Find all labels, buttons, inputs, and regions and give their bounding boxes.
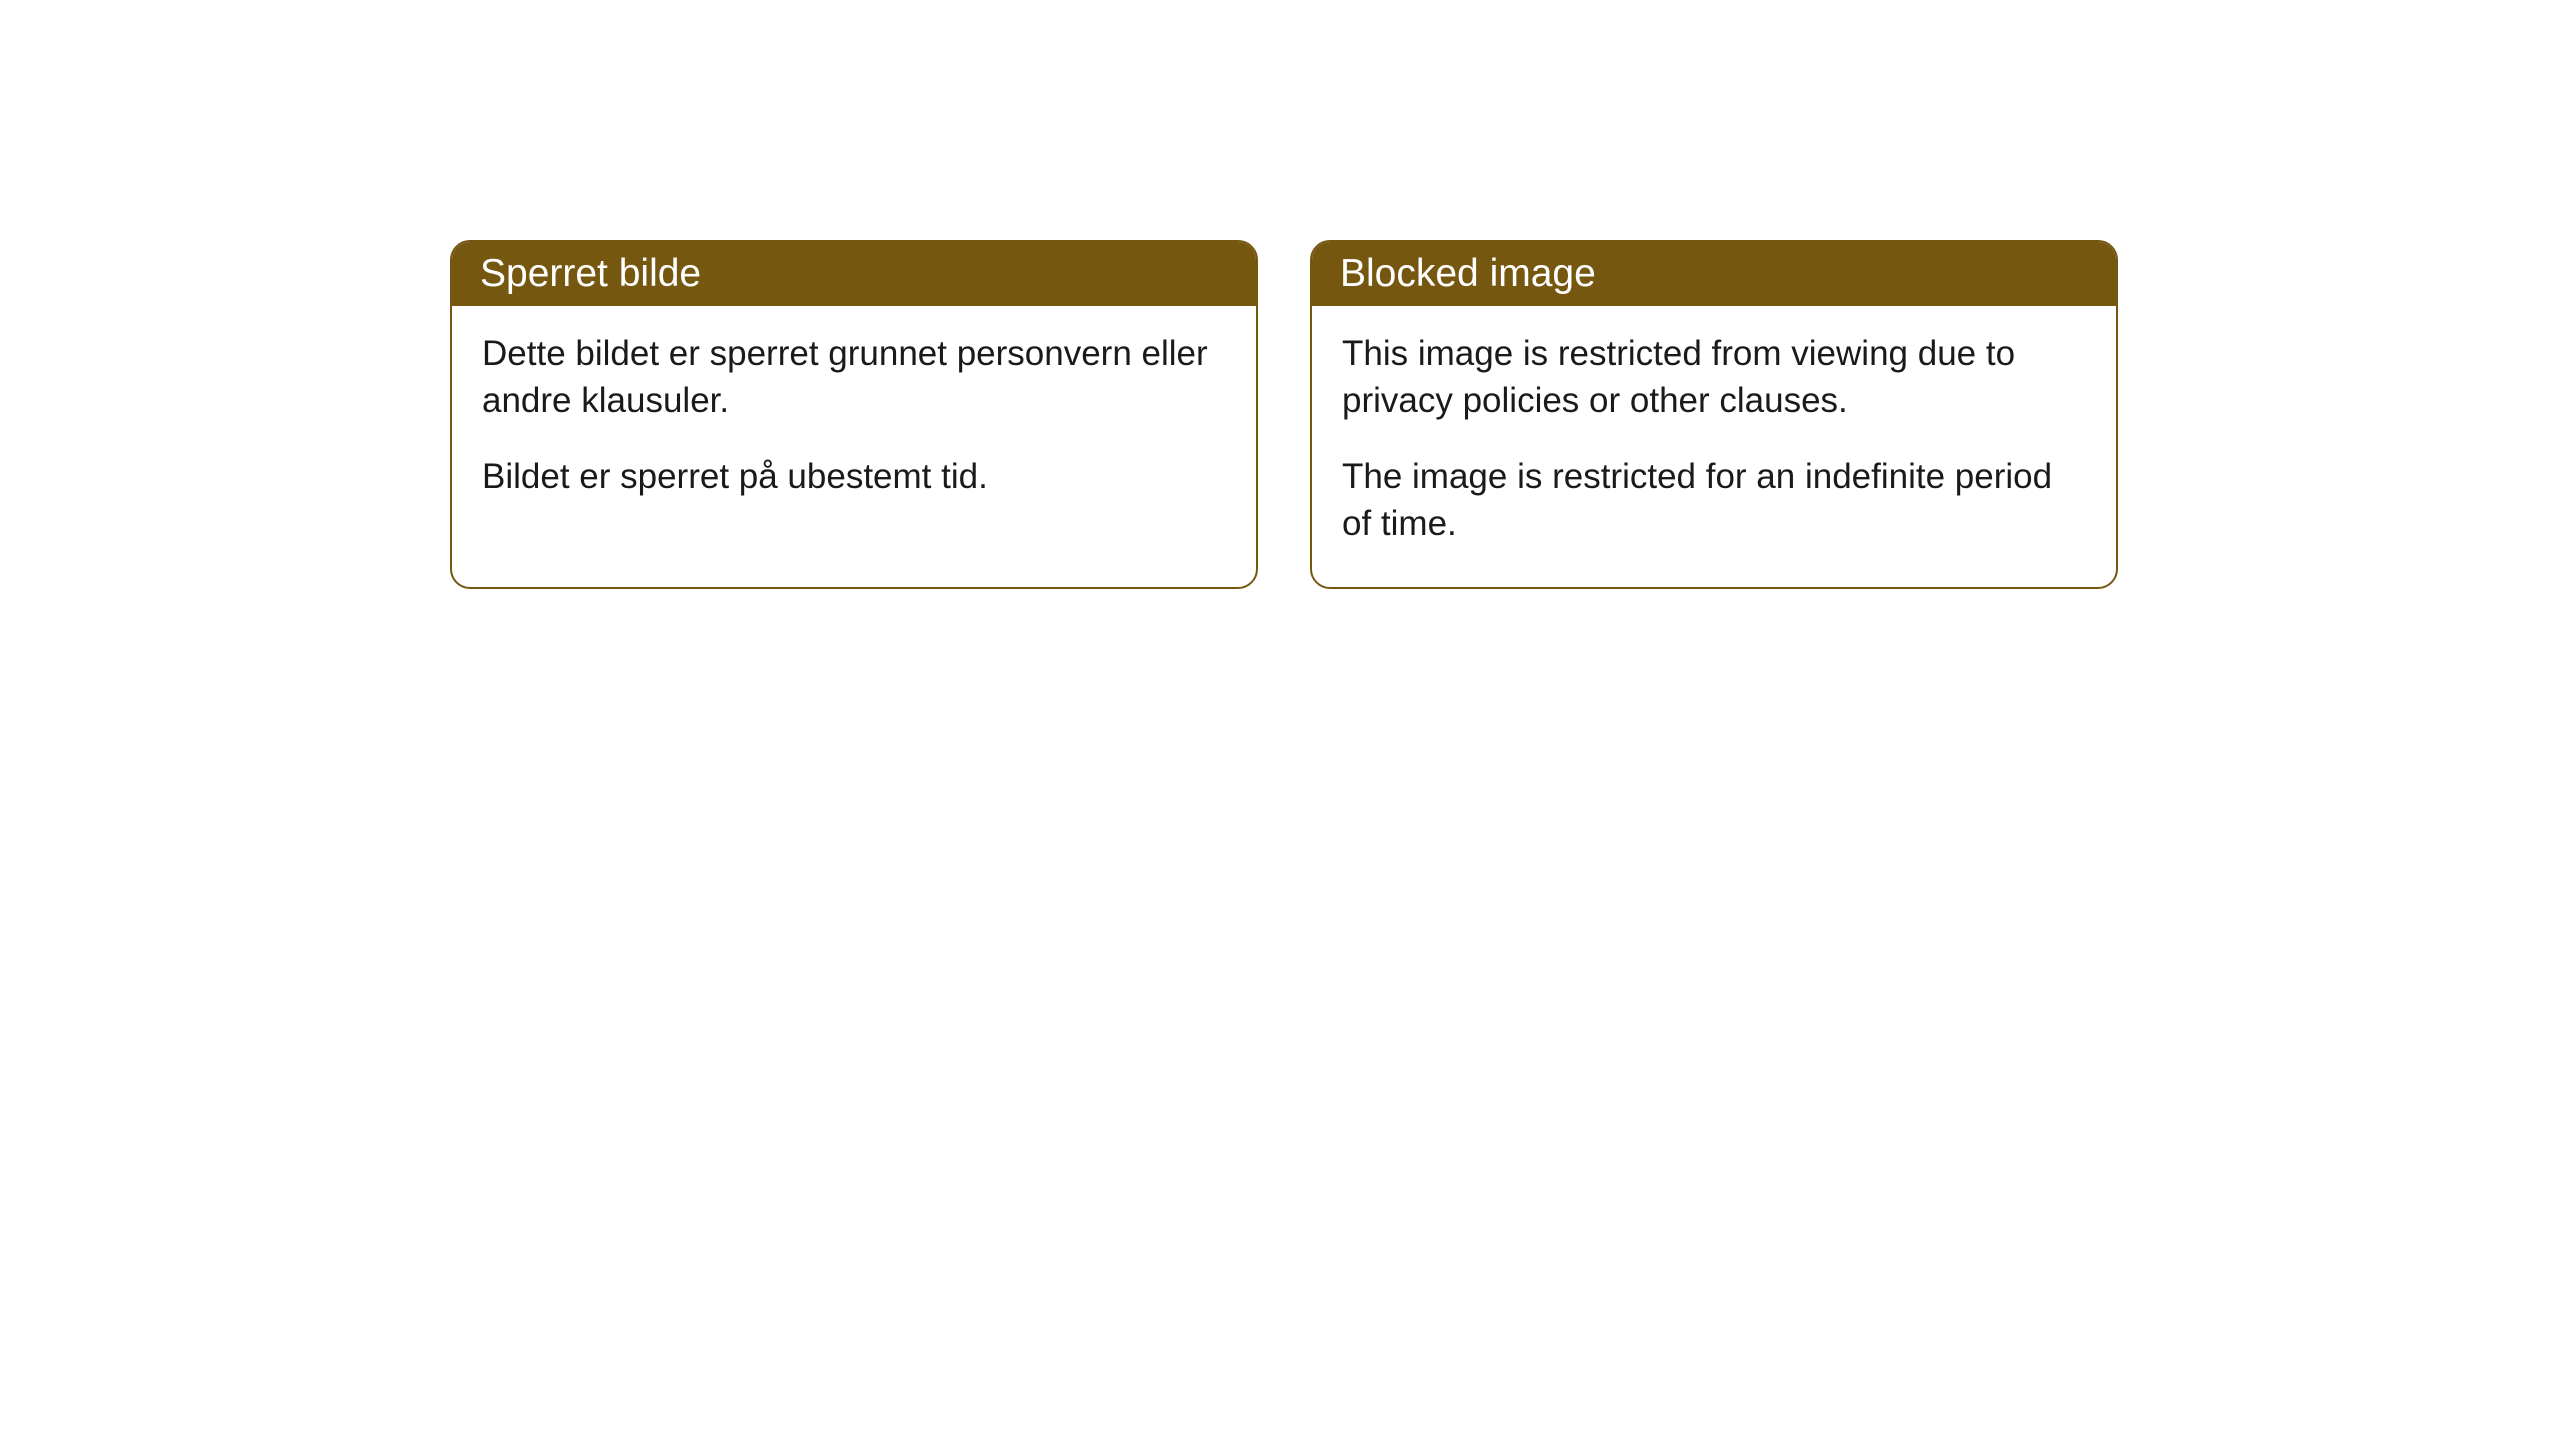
- card-paragraph-1: This image is restricted from viewing du…: [1342, 330, 2086, 425]
- card-header-norwegian: Sperret bilde: [452, 242, 1256, 306]
- card-paragraph-1: Dette bildet er sperret grunnet personve…: [482, 330, 1226, 425]
- card-paragraph-2: Bildet er sperret på ubestemt tid.: [482, 453, 1226, 500]
- blocked-image-card-norwegian: Sperret bilde Dette bildet er sperret gr…: [450, 240, 1258, 589]
- card-paragraph-2: The image is restricted for an indefinit…: [1342, 453, 2086, 548]
- card-body-english: This image is restricted from viewing du…: [1312, 306, 2116, 587]
- blocked-image-card-english: Blocked image This image is restricted f…: [1310, 240, 2118, 589]
- card-body-norwegian: Dette bildet er sperret grunnet personve…: [452, 306, 1256, 540]
- card-title: Blocked image: [1340, 252, 1596, 295]
- card-title: Sperret bilde: [480, 252, 701, 295]
- card-header-english: Blocked image: [1312, 242, 2116, 306]
- notice-cards-container: Sperret bilde Dette bildet er sperret gr…: [450, 240, 2118, 589]
